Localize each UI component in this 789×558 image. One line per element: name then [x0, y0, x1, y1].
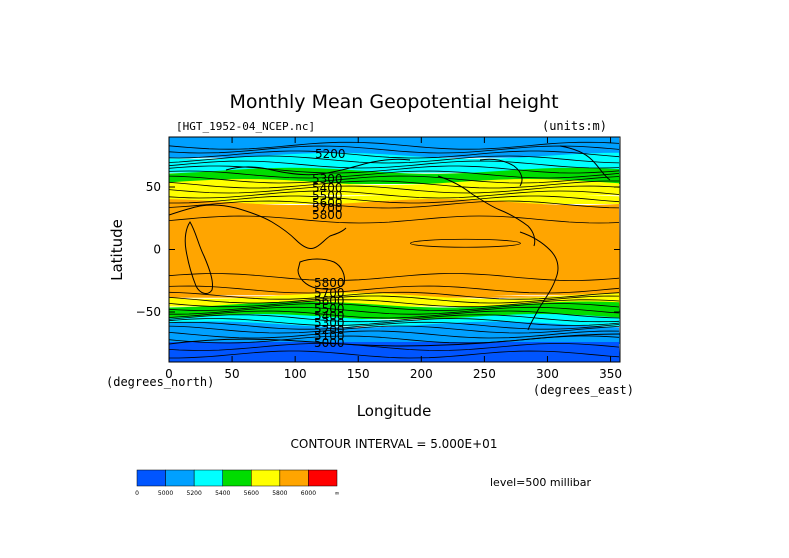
contour-line — [169, 150, 620, 159]
contour-label: 5100 — [314, 329, 345, 343]
colorbar-swatch — [251, 469, 281, 487]
contour-line — [169, 215, 620, 224]
contour-line — [169, 303, 620, 311]
contour-labels-north: 5200 5300 5400 5500 5600 5700 5800 — [312, 147, 346, 222]
contour-line — [169, 310, 620, 319]
colorbar-tick-label: 5600 — [244, 490, 259, 497]
colorbar-swatch — [165, 469, 195, 487]
contour-line — [169, 350, 620, 359]
contour-label: 5500 — [314, 302, 345, 316]
tropical-contour — [410, 238, 521, 248]
x-axis: 0 50 100 150 200 250 300 350 — [165, 137, 622, 381]
x-tick-label: 100 — [284, 367, 307, 381]
y-axis-label: Latitude — [108, 219, 126, 281]
x-tick-label: 0 — [165, 367, 173, 381]
file-label: [HGT_1952-04_NCEP.nc] — [176, 120, 315, 133]
contour-line — [169, 330, 620, 339]
contour-line — [169, 145, 620, 154]
colorbar-swatch — [222, 469, 252, 487]
contour-line — [169, 299, 620, 308]
x-tick-label: 150 — [347, 367, 370, 381]
colorbar-tick-label: 5800 — [272, 490, 287, 497]
contour-line — [169, 343, 620, 351]
x-tick-label: 50 — [224, 367, 239, 381]
color-band — [169, 137, 620, 158]
level-text: level=500 millibar — [490, 476, 592, 489]
contour-label: 5600 — [314, 294, 345, 308]
color-band — [169, 321, 620, 344]
x-tick-label: 350 — [599, 367, 622, 381]
colorbar-tick-label: 6000 — [301, 490, 316, 497]
contour-line — [169, 160, 620, 169]
contour-line — [169, 314, 620, 323]
contour-line — [169, 190, 620, 199]
contour-line — [169, 318, 620, 326]
colorbar: 0 5000 5200 5400 5600 5800 6000 ∞ — [135, 469, 340, 497]
colorbar-swatch — [136, 469, 166, 487]
y-tick-label: −50 — [136, 305, 161, 319]
contour-lines — [169, 141, 620, 359]
contour-label: 5700 — [314, 286, 345, 300]
units-label: (units:m) — [542, 119, 607, 133]
contour-label: 5500 — [312, 189, 343, 203]
y-tick-label: 50 — [146, 180, 161, 194]
contour-label: 5000 — [314, 336, 345, 350]
y-tick-label: 0 — [153, 243, 161, 257]
contour-label: 5200 — [314, 323, 345, 337]
x-tick-label: 250 — [473, 367, 496, 381]
colorbar-tick-label: 0 — [135, 490, 139, 497]
chart-title: Monthly Mean Geopotential height — [229, 91, 558, 113]
color-band — [169, 342, 620, 362]
contour-line — [169, 155, 620, 164]
contour-line — [169, 306, 620, 315]
contour-labels-south: 5800 5700 5600 5500 5400 5300 5200 5100 … — [314, 276, 345, 350]
contour-label: 5400 — [312, 181, 343, 195]
contour-line — [169, 141, 620, 150]
contour-label: 5300 — [314, 316, 345, 330]
colorbar-swatch — [193, 469, 223, 487]
colorbar-tick-label: ∞ — [335, 490, 340, 497]
contour-line — [169, 175, 620, 184]
y-unit-label: (degrees_north) — [106, 375, 214, 389]
contour-line — [169, 180, 619, 189]
contour-line — [169, 200, 620, 209]
contour-label: 5600 — [312, 196, 343, 210]
contour-line — [169, 185, 620, 194]
colorbar-swatch — [279, 469, 309, 487]
color-band — [169, 199, 620, 296]
contour-line — [169, 273, 620, 281]
filled-contour-area — [169, 137, 620, 362]
contour-label: 5300 — [312, 172, 343, 186]
x-tick-label: 200 — [410, 367, 433, 381]
contour-label: 5700 — [312, 201, 343, 215]
contour-line — [169, 321, 620, 330]
x-unit-label: (degrees_east) — [533, 383, 634, 397]
contour-line — [169, 170, 620, 179]
x-tick-label: 300 — [536, 367, 559, 381]
contour-interval-text: CONTOUR INTERVAL = 5.000E+01 — [291, 437, 498, 451]
coastline-map — [169, 145, 620, 347]
x-axis-label: Longitude — [357, 402, 432, 420]
contour-line — [169, 325, 620, 334]
contour-label: 5200 — [315, 147, 346, 161]
colorbar-tick-label: 5400 — [215, 490, 230, 497]
contour-line — [169, 291, 620, 300]
contour-line — [169, 285, 620, 294]
y-axis: 50 0 −50 — [136, 180, 620, 319]
contour-line — [169, 195, 620, 204]
contour-label: 5800 — [314, 276, 345, 290]
colorbar-tick-label: 5000 — [158, 490, 173, 497]
contour-label: 5800 — [312, 208, 343, 222]
contour-label: 5400 — [314, 309, 345, 323]
colorbar-tick-label: 5200 — [187, 490, 202, 497]
colorbar-swatch — [308, 469, 338, 487]
